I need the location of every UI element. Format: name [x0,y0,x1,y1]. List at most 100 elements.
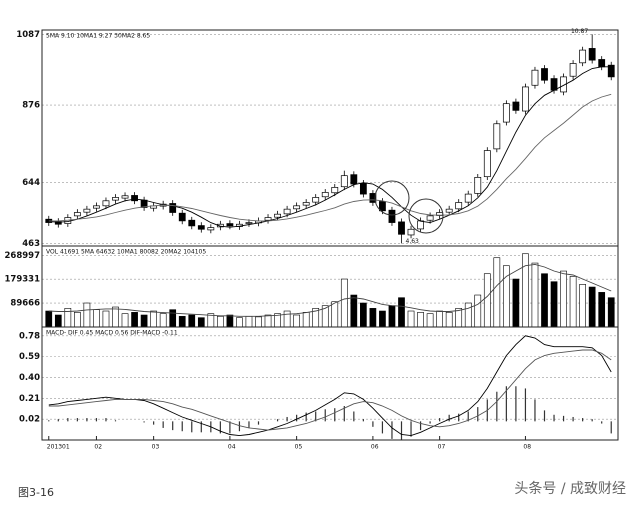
volume-bar [93,309,100,328]
volume-bar [588,286,596,328]
ma-line [48,66,612,228]
candle-body [541,68,548,81]
y-tick-label: 89666 [10,299,40,309]
volume-bar [178,316,186,328]
volume-bar [264,314,272,328]
x-tick-label: 07 [438,444,446,451]
volume-bar [350,294,358,328]
candle-body [579,49,587,64]
volume-bar [522,253,529,328]
volume-bar [531,262,539,328]
candle-body [321,192,329,198]
candle-body [426,215,434,221]
volume-bar [445,312,453,328]
macd-line [48,335,612,437]
candle-body [398,221,405,235]
annotation: 10.87 [571,28,588,35]
volume-bar [159,313,167,328]
candle-body [407,228,415,236]
candle-body [483,150,491,178]
panel-legend: MACD- DIF 0.45 MACD 0.56 DIF-MACD -0.11 [46,330,178,337]
candle-body [188,219,196,227]
candle-body [274,213,281,218]
y-tick-label: 463 [22,239,40,249]
y-tick-label: 179331 [5,275,41,285]
volume-bar [550,281,558,328]
panel-legend: VOL 41691 5MA 64632 10MA1 80082 20MA2 10… [46,249,206,256]
candle-body [197,225,205,230]
candle-body [379,201,386,212]
x-tick-label: 04 [228,444,236,451]
volume-bar [340,278,348,328]
volume-bar [121,313,129,328]
volume-bar [541,273,548,328]
volume-bar [483,273,491,328]
volume-bar [74,312,81,328]
candle-body [112,197,119,201]
y-tick-label: 268997 [5,251,41,261]
candle-body [331,187,339,194]
y-tick-label: 0.02 [19,415,40,425]
x-tick-label: 06 [371,444,379,451]
volume-bar [388,305,396,328]
candle-body [207,227,215,231]
volume-bar [112,306,119,328]
candle-body [350,174,358,185]
volume-bar [569,276,577,328]
volume-bar [293,314,300,328]
volume-bar [150,310,157,328]
highlight-circle [374,180,410,216]
candle-body [474,176,482,194]
volume-bar [598,292,606,328]
candle-body [302,202,310,206]
volume-bar [436,310,443,328]
volume-bar [493,257,501,328]
candle-body [169,203,177,213]
volume-bar [407,310,415,328]
candle-body [388,209,396,223]
candle-body [264,217,272,221]
x-tick-label: 08 [523,444,531,451]
candle-body [121,195,129,199]
candle-body [464,193,472,203]
volume-bar [255,316,262,328]
volume-bar [464,302,472,328]
candle-body [369,193,377,203]
candle-body [340,175,348,188]
volume-bar [379,310,386,328]
x-tick-label: 201301 [47,444,70,451]
volume-bar [417,312,424,328]
candle-body [560,76,567,93]
candle-body [569,63,577,77]
candle-body [293,205,301,210]
candle-body [531,69,539,86]
x-tick-label: 03 [152,444,160,451]
volume-bar [54,314,62,328]
candle-body [359,183,367,195]
volume-bar [226,314,234,328]
annotation: 4.63 [406,238,420,245]
candle-body [502,103,510,123]
highlight-circle [408,198,444,234]
x-tick-label: 02 [94,444,102,451]
volume-bar [83,302,91,328]
candle-body [417,220,424,230]
macd-line [48,349,612,431]
volume-bar [217,316,224,328]
volume-bar [169,309,177,328]
candle-body [522,86,529,112]
volume-bar [197,317,205,328]
volume-bar [560,270,567,328]
volume-bar [188,314,196,328]
candle-body [598,59,606,68]
candle-body [54,221,62,225]
y-tick-label: 0.21 [19,394,40,404]
watermark: 头条号 / 成致财经 [514,480,626,497]
volume-bar [302,312,310,328]
candle-body [131,195,138,202]
y-tick-label: 0.40 [19,373,40,383]
candle-body [512,101,520,111]
candle-body [226,223,234,227]
volume-bar [102,310,110,328]
volume-bar [236,317,243,328]
